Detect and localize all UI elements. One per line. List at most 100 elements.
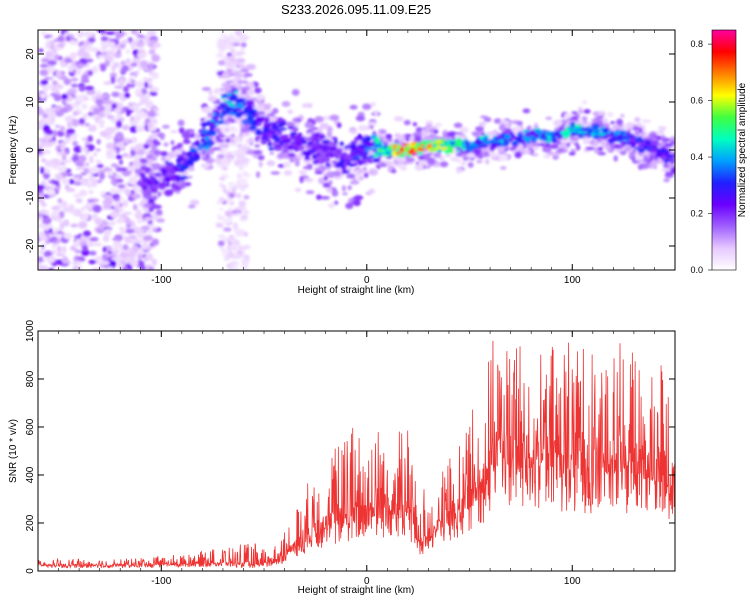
heatmap-cell [191, 149, 199, 154]
heatmap-cell [103, 228, 112, 237]
heatmap-cell [70, 102, 78, 108]
heatmap-cell [235, 231, 241, 237]
heatmap-cell [112, 237, 122, 241]
heatmap-cell [62, 159, 72, 163]
heatmap-cell [234, 30, 243, 36]
heatmap-cell [414, 135, 421, 142]
heatmap-cell [226, 92, 232, 97]
colorbar-ticks: 0.0 0.2 0.4 0.6 0.8 [690, 39, 712, 275]
heatmap-cell [581, 116, 588, 121]
heatmap-cell [455, 167, 462, 174]
heatmap-cell [240, 42, 247, 48]
heatmap-cell [56, 173, 62, 182]
heatmap-cell [491, 141, 497, 145]
heatmap-cell [418, 160, 428, 166]
heatmap-cell [102, 235, 110, 242]
heatmap-cell [238, 132, 244, 137]
heatmap-cell [96, 30, 105, 33]
heatmap-cell [165, 164, 174, 170]
heatmap-cell [76, 30, 85, 38]
heatmap-cell [257, 155, 265, 161]
heatmap-cell [623, 146, 632, 152]
heatmap-cell [114, 200, 120, 207]
heatmap-cell [607, 111, 614, 118]
heatmap-cell [95, 148, 101, 152]
heatmap-cell [356, 161, 365, 165]
heatmap-cell [253, 153, 258, 159]
heatmap-cell [61, 164, 67, 172]
spectrogram-ylabel: Frequency (Hz) [8, 116, 19, 185]
heatmap-cell [99, 123, 105, 128]
heatmap-cell [657, 126, 667, 131]
heatmap-cell [116, 217, 125, 223]
heatmap-cell [299, 176, 304, 184]
heatmap-cell [96, 119, 105, 125]
heatmap-cell [146, 167, 151, 173]
heatmap-cell [262, 127, 269, 133]
heatmap-cell [60, 108, 69, 113]
heatmap-cell [345, 158, 349, 164]
heatmap-cell [368, 168, 378, 176]
heatmap-cell [134, 212, 144, 220]
heatmap-cell [43, 133, 53, 141]
heatmap-cell [58, 210, 65, 219]
heatmap-cell [232, 108, 237, 114]
heatmap-cell [55, 183, 61, 187]
heatmap-cell [140, 159, 148, 164]
heatmap-cell [490, 143, 498, 149]
heatmap-cell [436, 146, 440, 150]
heatmap-cell [136, 81, 145, 88]
heatmap-cell [100, 40, 108, 46]
heatmap-cell [89, 155, 94, 164]
heatmap-cell [38, 256, 44, 263]
heatmap-cell [163, 189, 174, 197]
heatmap-cell [209, 122, 216, 127]
heatmap-cell [106, 115, 115, 120]
heatmap-cell [94, 217, 103, 226]
heatmap-cell [119, 196, 124, 201]
x-tick-label: 100 [564, 576, 581, 587]
heatmap-cell [99, 172, 105, 180]
heatmap-cell [391, 144, 399, 148]
heatmap-cell [40, 63, 48, 68]
heatmap-cell [510, 146, 517, 151]
heatmap-cell [620, 114, 625, 118]
heatmap-cell [525, 132, 531, 137]
heatmap-cell [154, 173, 161, 176]
heatmap-cell [136, 219, 144, 224]
heatmap-cell [664, 152, 670, 157]
heatmap-cell [530, 130, 537, 136]
heatmap-cell [522, 150, 533, 154]
heatmap-cell [232, 222, 239, 230]
heatmap-cell [385, 133, 393, 139]
heatmap-cell [231, 102, 235, 108]
heatmap-cell [52, 210, 60, 218]
heatmap-cell [39, 249, 44, 255]
heatmap-cell [363, 172, 369, 178]
heatmap-cell [121, 65, 130, 72]
heatmap-cell [222, 147, 228, 152]
heatmap-cell [177, 119, 185, 127]
heatmap-cell [240, 249, 246, 255]
heatmap-cell [202, 151, 206, 154]
heatmap-cell [240, 48, 245, 52]
heatmap-cell [143, 185, 148, 190]
heatmap-cell [227, 127, 234, 131]
heatmap-cell [166, 181, 170, 188]
heatmap-cell [96, 138, 101, 145]
heatmap-cell [78, 118, 86, 125]
heatmap-cell [43, 149, 51, 155]
heatmap-cell [210, 119, 215, 122]
heatmap-cell [240, 262, 249, 269]
heatmap-cell [268, 139, 272, 143]
heatmap-cell [549, 132, 554, 136]
heatmap-cell [397, 154, 406, 158]
heatmap-cell [132, 57, 141, 65]
heatmap-cell [447, 145, 454, 151]
heatmap-cell [126, 112, 131, 117]
heatmap-cell [153, 185, 160, 189]
heatmap-cell [605, 134, 613, 137]
heatmap-cell [96, 163, 104, 169]
heatmap-cell [156, 141, 161, 146]
